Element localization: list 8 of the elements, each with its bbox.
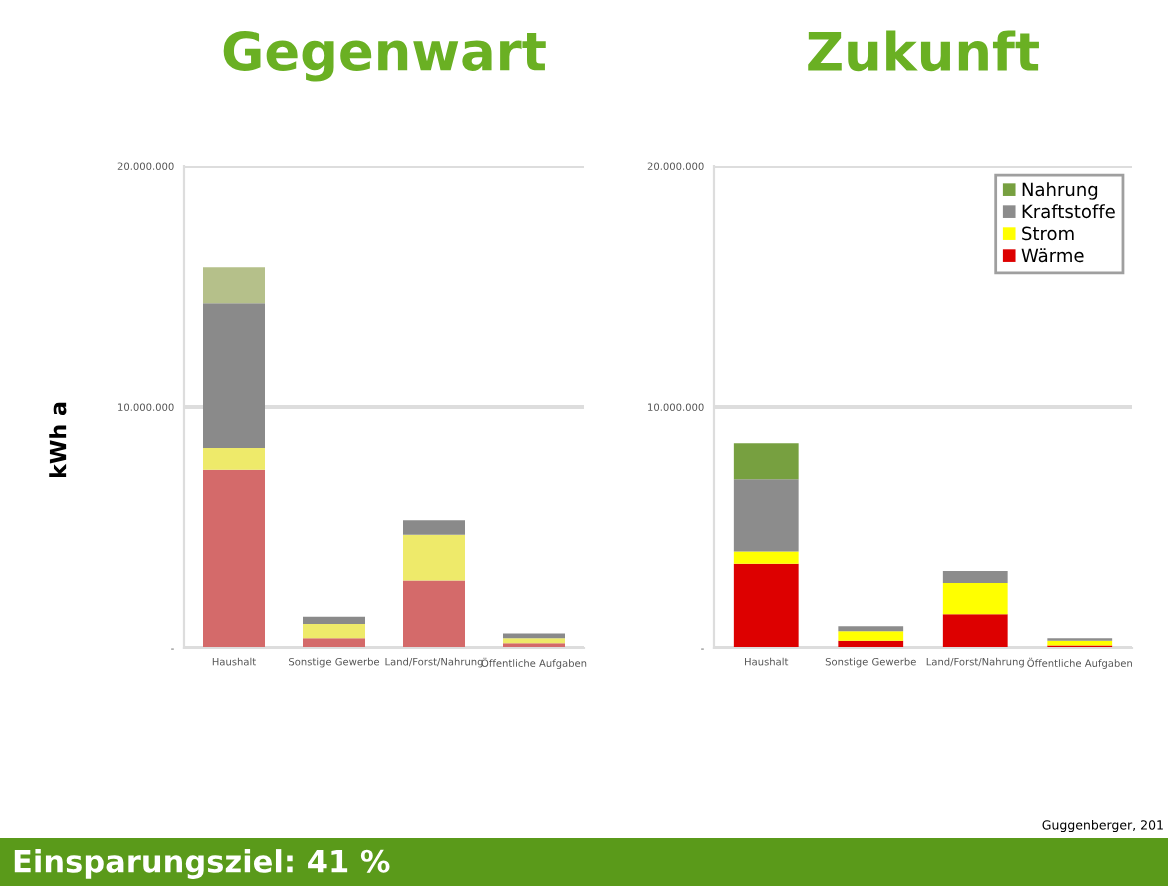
text: Einsparungsziel: 41 % <box>14 849 390 879</box>
legend-label: Nahrung <box>1022 182 1098 200</box>
legend-label: Strom <box>1022 226 1074 241</box>
y-axis-title: kWh a <box>49 402 67 478</box>
chart-title: Zukunft <box>808 30 1039 72</box>
legend-label: Kraftstoffe <box>1022 204 1115 219</box>
legend-label: Wärme <box>1021 248 1084 263</box>
chart-title: Gegenwart <box>223 30 546 82</box>
